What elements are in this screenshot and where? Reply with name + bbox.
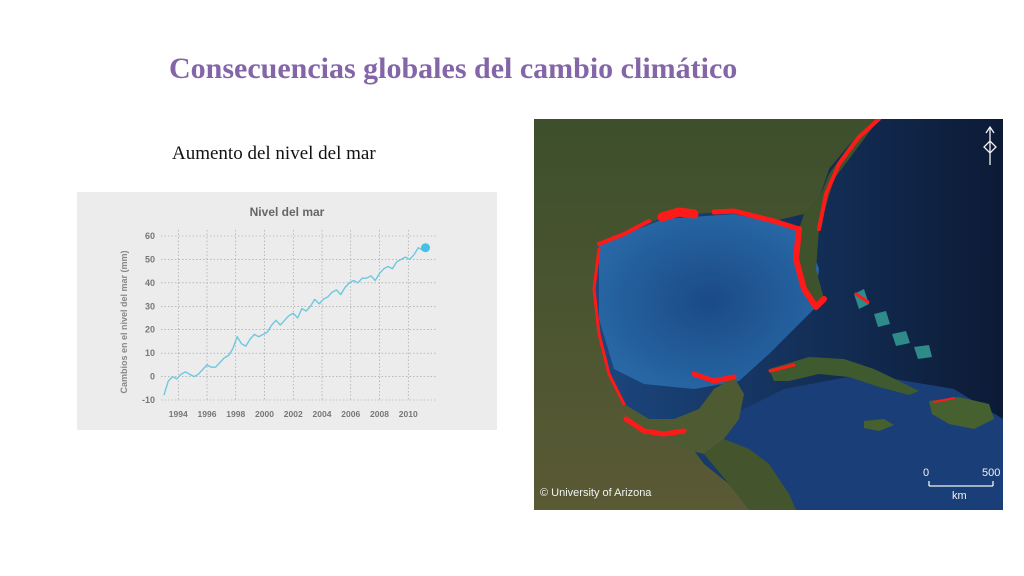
sea-level-chart: Nivel del mar Cambios en el nivel del mar… — [77, 192, 497, 430]
chart-y-axis-label: Cambios en el nivel del mar (mm) — [119, 250, 129, 393]
map-image — [534, 119, 1003, 510]
scale-end-label: 500 — [982, 467, 1001, 479]
x-tick-label: 2002 — [284, 409, 303, 419]
scale-unit-label: km — [952, 490, 967, 502]
x-tick-label: 1998 — [226, 409, 245, 419]
y-tick-label: 40 — [145, 278, 155, 288]
chart-canvas: Nivel del mar Cambios en el nivel del mar… — [119, 205, 437, 419]
cuba — [769, 357, 919, 395]
y-tick-label: 20 — [145, 325, 155, 335]
y-tick-label: 0 — [150, 372, 155, 382]
x-tick-label: 2004 — [313, 409, 332, 419]
x-tick-label: 1994 — [169, 409, 188, 419]
y-tick-label: 50 — [145, 254, 155, 264]
sea-level-endpoint-marker — [421, 243, 430, 253]
yucatan-peninsula — [624, 377, 744, 454]
y-tick-label: 30 — [145, 301, 155, 311]
scale-start-label: 0 — [923, 467, 930, 479]
jamaica — [864, 419, 894, 431]
map-credit: © University of Arizona — [540, 487, 652, 499]
central-america — [704, 439, 796, 510]
slide-subtitle: Aumento del nivel del mar — [172, 143, 376, 164]
y-tick-label: 10 — [145, 348, 155, 358]
x-tick-label: 2008 — [370, 409, 389, 419]
map-scale-bar — [928, 481, 994, 487]
x-tick-label: 2006 — [341, 409, 360, 419]
x-tick-label: 2000 — [255, 409, 274, 419]
sea-level-series-line — [163, 247, 423, 396]
hispaniola — [929, 397, 994, 429]
gulf-of-mexico — [599, 214, 819, 389]
north-america-land — [534, 119, 879, 510]
x-tick-label: 1996 — [198, 409, 217, 419]
y-tick-label: 60 — [145, 231, 155, 241]
gulf-of-mexico-map: 0 500 km © University of Arizona — [534, 119, 1003, 510]
slide-title: Consecuencias globales del cambio climát… — [169, 52, 738, 85]
x-tick-label: 2010 — [399, 409, 418, 419]
y-tick-label: -10 — [142, 395, 155, 405]
sea-rise-zones — [592, 119, 955, 437]
chart-title: Nivel del mar — [250, 205, 325, 219]
bahamas — [854, 289, 932, 359]
north-arrow-icon — [983, 125, 997, 165]
florida-peninsula — [796, 119, 879, 309]
